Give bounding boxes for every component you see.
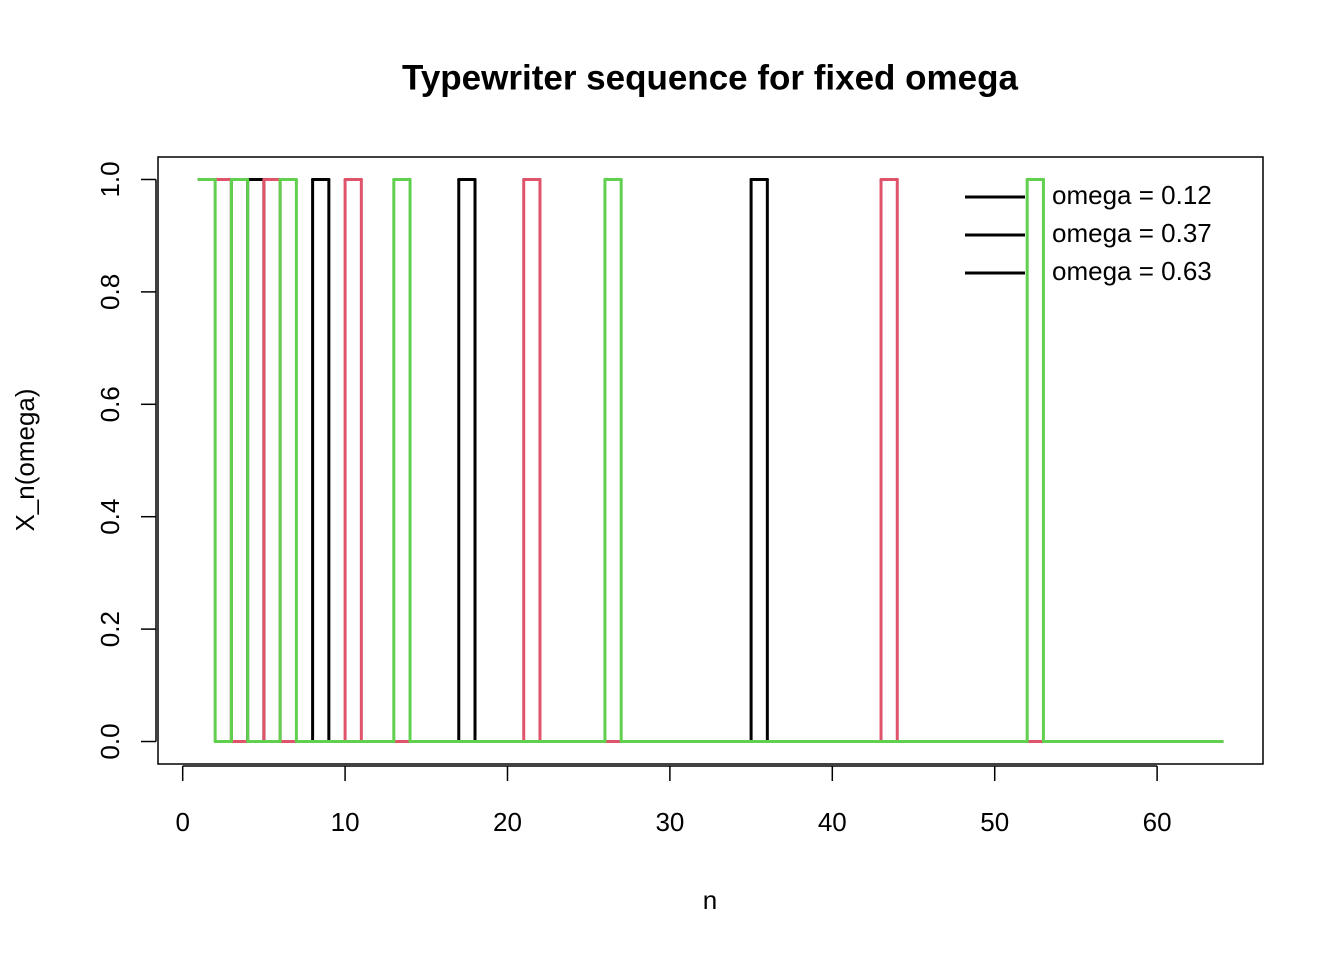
- x-tick-label: 40: [818, 807, 847, 837]
- legend-label: omega = 0.37: [1052, 218, 1212, 248]
- x-tick-label: 30: [655, 807, 684, 837]
- y-tick-label: 0.6: [95, 386, 125, 422]
- y-tick-label: 0.8: [95, 274, 125, 310]
- x-axis-label: n: [703, 885, 717, 915]
- x-tick-label: 10: [331, 807, 360, 837]
- y-tick-label: 1.0: [95, 161, 125, 197]
- x-tick-label: 60: [1143, 807, 1172, 837]
- chart-title: Typewriter sequence for fixed omega: [402, 58, 1018, 97]
- y-tick-label: 0.2: [95, 611, 125, 647]
- x-tick-label: 0: [175, 807, 189, 837]
- x-tick-label: 20: [493, 807, 522, 837]
- legend-label: omega = 0.63: [1052, 256, 1212, 286]
- x-tick-label: 50: [980, 807, 1009, 837]
- legend-label: omega = 0.12: [1052, 180, 1212, 210]
- y-axis-label: X_n(omega): [10, 388, 40, 531]
- y-tick-label: 0.4: [95, 499, 125, 535]
- y-tick-label: 0.0: [95, 723, 125, 759]
- plot-frame: [157, 156, 1264, 765]
